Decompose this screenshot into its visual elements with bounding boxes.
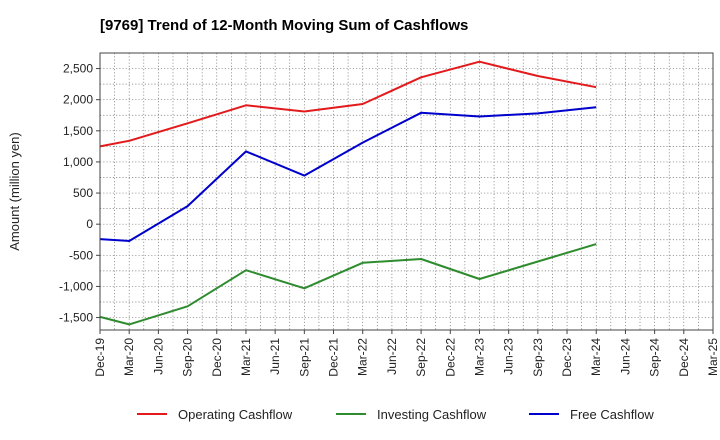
legend: Operating Cashflow Investing Cashflow Free… [137, 407, 654, 422]
series-line [99, 60, 597, 148]
x-tick-label: Jun-20 [151, 338, 165, 375]
y-tick-label: 1,500 [63, 124, 93, 138]
series-line [99, 243, 597, 326]
chart-title: [9769] Trend of 12-Month Moving Sum of C… [100, 17, 468, 34]
x-tick-label: Sep-22 [414, 338, 428, 377]
y-tick-label: 0 [86, 217, 93, 231]
legend-label: Investing Cashflow [377, 407, 487, 422]
x-tick-label: Sep-24 [648, 338, 662, 377]
x-tick-label: Sep-20 [181, 338, 195, 377]
x-tick-label: Jun-22 [385, 338, 399, 375]
x-tick-label: Jun-23 [502, 338, 516, 375]
x-tick-label: Sep-21 [297, 338, 311, 377]
x-tick-label: Mar-23 [472, 338, 486, 376]
x-tick-label: Mar-22 [356, 338, 370, 376]
x-tick-label: Mar-25 [706, 338, 720, 376]
x-tick-label: Jun-24 [618, 338, 632, 375]
y-tick-label: -500 [69, 248, 93, 262]
y-axis-label: Amount (million yen) [7, 132, 22, 251]
y-tick-label: 2,500 [63, 62, 93, 76]
x-tick-label: Sep-23 [531, 338, 545, 377]
x-tick-label: Dec-19 [93, 338, 107, 377]
y-tick-label: 2,000 [63, 93, 93, 107]
y-axis-ticks: -1,500 -1,000 -500 0 500 1,000 1,500 2,000 2,500 [59, 62, 100, 325]
legend-label: Free Cashflow [570, 407, 654, 422]
series-line [99, 106, 597, 242]
x-tick-label: Mar-20 [122, 338, 136, 376]
x-tick-label: Dec-23 [560, 338, 574, 377]
x-tick-label: Dec-22 [443, 338, 457, 377]
x-tick-label: Dec-21 [327, 338, 341, 377]
series-lines [99, 60, 597, 326]
x-tick-label: Dec-24 [677, 338, 691, 377]
x-tick-label: Dec-20 [210, 338, 224, 377]
y-tick-label: 500 [73, 186, 93, 200]
y-tick-label: -1,000 [59, 279, 93, 293]
legend-label: Operating Cashflow [178, 407, 293, 422]
y-tick-label: -1,500 [59, 311, 93, 325]
x-axis-ticks: Dec-19 Mar-20 Jun-20 Sep-20 Dec-20 Mar-21 Jun-… [93, 330, 720, 377]
plot-frame [99, 52, 714, 331]
x-tick-label: Mar-24 [589, 338, 603, 376]
grid [99, 52, 714, 330]
x-tick-label: Mar-21 [239, 338, 253, 376]
y-tick-label: 1,000 [63, 155, 93, 169]
x-tick-label: Jun-21 [268, 338, 282, 375]
